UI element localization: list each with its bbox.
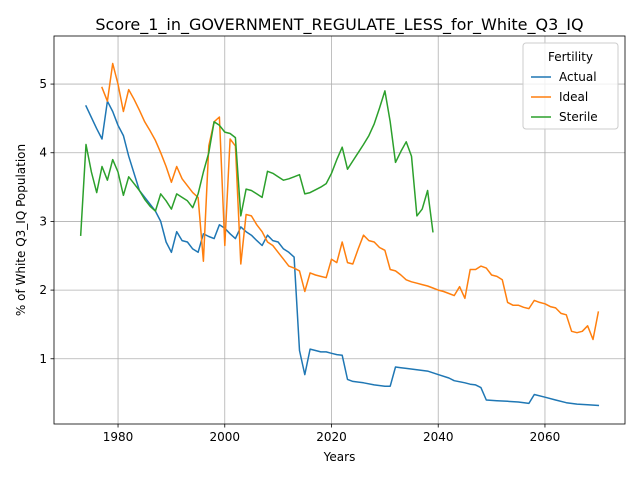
x-tick-label: 2020: [316, 430, 347, 444]
axis-ticks: 1980 2000 2020 2040 2060 1 2 3 4 5: [39, 77, 560, 444]
x-axis-label: Years: [323, 450, 356, 464]
legend-title: Fertility: [548, 50, 593, 64]
x-tick-label: 1980: [103, 430, 134, 444]
plot-frame: [53, 35, 626, 425]
legend-frame: [522, 42, 619, 130]
y-tick-label: 3: [39, 214, 47, 228]
series-line-ideal: [101, 62, 600, 341]
legend-label-sterile: Sterile: [559, 110, 598, 124]
legend-label-ideal: Ideal: [559, 90, 588, 104]
y-tick-label: 2: [39, 283, 47, 297]
x-tick-label: 2000: [209, 430, 240, 444]
y-tick-label: 1: [39, 352, 47, 366]
y-tick-label: 5: [39, 77, 47, 91]
legend: Fertility Actual Ideal Sterile: [522, 42, 619, 130]
series-lines: [79, 62, 600, 407]
x-tick-label: 2060: [530, 430, 561, 444]
series-line-sterile: [79, 90, 434, 236]
x-tick-label: 2040: [423, 430, 454, 444]
chart-title: Score_1_in_GOVERNMENT_REGULATE_LESS_for_…: [95, 15, 583, 35]
legend-label-actual: Actual: [559, 70, 597, 84]
y-tick-label: 4: [39, 146, 47, 160]
series-line-actual: [85, 100, 600, 407]
y-axis-label: % of White Q3_IQ Population: [14, 144, 28, 316]
